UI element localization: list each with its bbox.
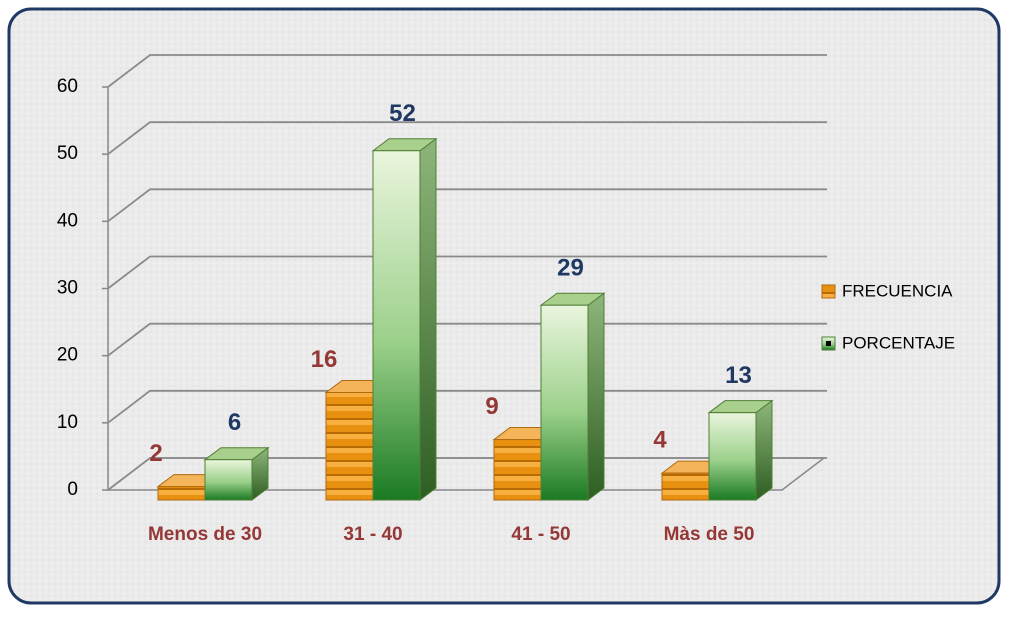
frame	[7, 7, 1001, 605]
x-tick-label: Màs de 50	[664, 524, 755, 545]
y-tick-label: 40	[57, 210, 78, 231]
bar	[204, 459, 253, 501]
bar-side	[755, 399, 773, 501]
y-tick-label: 60	[57, 76, 78, 97]
legend-swatch-core	[826, 341, 831, 346]
y-tick-label: 10	[57, 412, 78, 433]
legend-label: PORCENTAJE	[842, 333, 955, 352]
bar	[325, 392, 374, 501]
value-label: 29	[557, 255, 584, 282]
bar-side	[587, 292, 605, 501]
grid-line	[107, 255, 827, 290]
bar	[708, 412, 757, 501]
x-tick-label: 31 - 40	[343, 524, 402, 545]
x-tick-label: 41 - 50	[511, 524, 570, 545]
value-label: 13	[725, 362, 752, 389]
value-label: 9	[485, 393, 498, 420]
legend-label: FRECUENCIA	[842, 281, 953, 300]
y-tick-label: 0	[67, 479, 78, 500]
bar	[493, 439, 542, 501]
value-label: 16	[311, 346, 338, 373]
value-label: 4	[653, 426, 667, 453]
grid-line	[107, 188, 827, 223]
value-label: 6	[228, 409, 241, 436]
y-tick-label: 50	[57, 143, 78, 164]
bar	[372, 150, 421, 501]
y-tick-label: 30	[57, 278, 78, 299]
grid-line	[107, 54, 827, 88]
legend-swatch	[821, 284, 836, 299]
bar-side	[419, 137, 437, 501]
x-tick-label: Menos de 30	[148, 524, 262, 545]
value-label: 2	[149, 440, 162, 467]
value-label: 52	[389, 100, 416, 127]
bar	[540, 304, 589, 501]
grid-line	[107, 121, 827, 155]
y-tick-label: 20	[57, 345, 78, 366]
bar	[661, 472, 710, 501]
bar	[157, 486, 206, 501]
